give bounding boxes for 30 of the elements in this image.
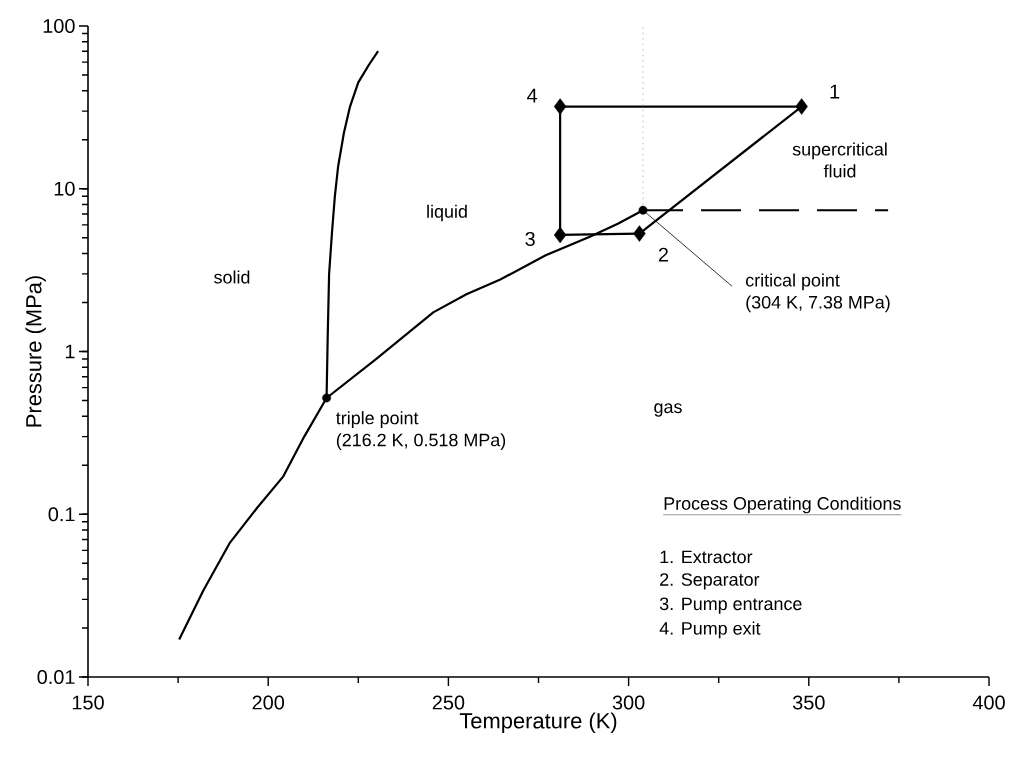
annotation: Process Operating Conditions [664, 496, 901, 514]
annotation: 2. Separator [660, 573, 760, 590]
annotation: 2 [658, 247, 668, 262]
x-tick-label: 250 [432, 695, 465, 710]
x-tick-label: 300 [612, 695, 645, 710]
x-tick-label: 400 [972, 695, 1005, 710]
annotation: 1 [830, 84, 840, 99]
y-tick-label: 0.01 [37, 669, 75, 685]
annotation: 4 [527, 88, 538, 103]
y-tick-label: 100 [43, 18, 75, 34]
annotation: 3 [525, 231, 535, 247]
x-tick-label: 200 [252, 695, 285, 710]
annotation: 3. Pump entrance [659, 597, 802, 614]
annotation: (304 K, 7.38 MPa) [746, 295, 890, 313]
x-tick-label: 350 [792, 695, 825, 710]
annotation: supercritical fluid [792, 142, 887, 178]
y-axis-title: Pressure (MPa) [25, 276, 46, 427]
y-tick-label: 1 [65, 344, 75, 359]
annotation: triple point [336, 411, 419, 428]
annotation: critical point [745, 273, 840, 291]
annotation: solid [214, 270, 250, 284]
annotation: (216.2 K, 0.518 MPa) [336, 433, 506, 450]
x-tick-label: 150 [72, 695, 104, 710]
y-tick-label: 0.1 [48, 507, 75, 522]
x-axis-title: Temperature (K) [459, 712, 617, 733]
annotation: liquid [427, 204, 467, 222]
annotation: 4. Pump exit [659, 621, 761, 639]
annotation: gas [654, 403, 682, 417]
annotation: 1. Extractor [660, 550, 753, 564]
y-tick-label: 10 [54, 181, 75, 196]
